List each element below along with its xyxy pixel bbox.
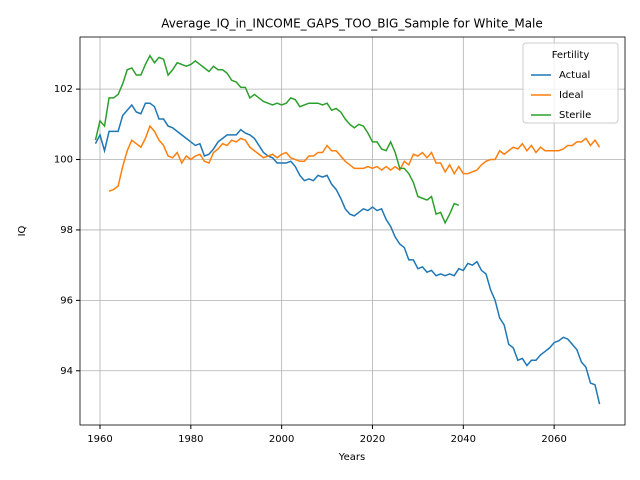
y-tick-label: 100 xyxy=(54,155,73,166)
x-tick-label: 2060 xyxy=(541,434,566,445)
y-tick-label: 102 xyxy=(54,84,73,95)
x-tick-label: 2020 xyxy=(360,434,385,445)
legend-label: Ideal xyxy=(559,90,583,101)
x-tick-label: 1960 xyxy=(87,434,112,445)
x-tick-label: 1980 xyxy=(178,434,203,445)
chart-title: Average_IQ_in_INCOME_GAPS_TOO_BIG_Sample… xyxy=(161,17,543,31)
y-axis-label: IQ xyxy=(17,225,28,236)
y-tick-label: 96 xyxy=(60,295,73,306)
y-tick-label: 98 xyxy=(60,225,73,236)
legend-title: Fertility xyxy=(552,50,590,61)
plot-frame xyxy=(79,36,626,426)
x-axis-label: Years xyxy=(338,452,365,463)
x-tick-label: 2000 xyxy=(269,434,294,445)
series-line xyxy=(94,102,601,405)
legend-label: Sterile xyxy=(559,110,591,121)
legend-label: Actual xyxy=(559,70,590,81)
y-tick-label: 94 xyxy=(60,366,73,377)
series-line xyxy=(108,124,601,192)
x-tick-label: 2040 xyxy=(451,434,476,445)
legend-box xyxy=(522,42,619,124)
series-line xyxy=(94,54,460,225)
